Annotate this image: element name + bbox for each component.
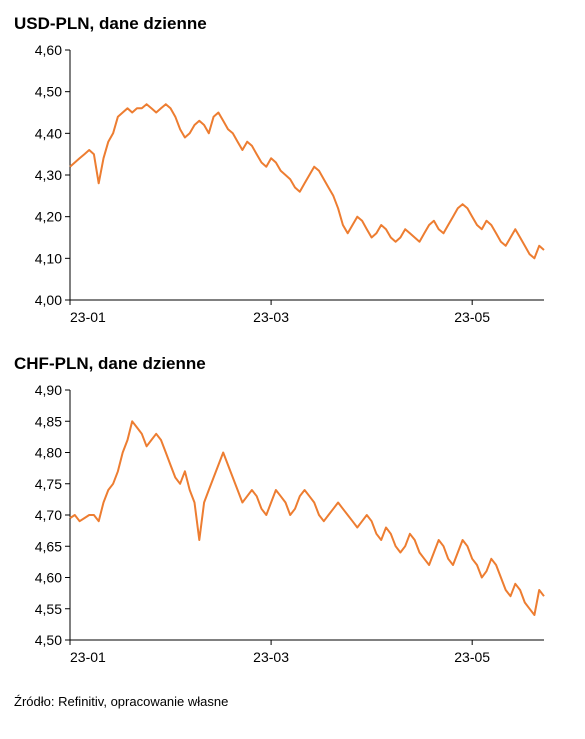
svg-text:4,50: 4,50 <box>35 84 62 100</box>
svg-text:4,00: 4,00 <box>35 292 62 308</box>
svg-text:4,75: 4,75 <box>35 476 62 492</box>
svg-text:4,65: 4,65 <box>35 538 62 554</box>
svg-text:23-03: 23-03 <box>253 649 289 665</box>
svg-text:23-05: 23-05 <box>454 649 490 665</box>
svg-text:4,40: 4,40 <box>35 125 62 141</box>
source-text: Źródło: Refinitiv, opracowanie własne <box>14 694 571 709</box>
svg-text:4,60: 4,60 <box>35 42 62 58</box>
svg-text:4,30: 4,30 <box>35 167 62 183</box>
svg-text:4,80: 4,80 <box>35 445 62 461</box>
chart2-svg: 4,50 4,55 4,60 4,65 4,70 4,75 4,80 4,85 4,90 23-0… <box>14 380 554 670</box>
svg-text:23-03: 23-03 <box>253 309 289 325</box>
svg-text:4,85: 4,85 <box>35 413 62 429</box>
svg-text:4,20: 4,20 <box>35 209 62 225</box>
chart1-title: USD-PLN, dane dzienne <box>14 14 571 34</box>
chart1-svg: 4,00 4,10 4,20 4,30 4,40 4,50 4,60 23-01 23-03 23… <box>14 40 554 330</box>
svg-text:23-05: 23-05 <box>454 309 490 325</box>
svg-text:23-01: 23-01 <box>70 309 106 325</box>
svg-text:4,55: 4,55 <box>35 601 62 617</box>
svg-text:4,60: 4,60 <box>35 570 62 586</box>
svg-text:4,50: 4,50 <box>35 632 62 648</box>
svg-text:4,70: 4,70 <box>35 507 62 523</box>
svg-text:4,90: 4,90 <box>35 382 62 398</box>
usd-pln-chart-block: USD-PLN, dane dzienne 4,004,104,204,304,… <box>14 14 571 330</box>
svg-text:4,10: 4,10 <box>35 250 62 266</box>
svg-text:23-01: 23-01 <box>70 649 106 665</box>
chart2-title: CHF-PLN, dane dzienne <box>14 354 571 374</box>
chf-pln-chart-block: CHF-PLN, dane dzienne 4,504,554,604,654,… <box>14 354 571 670</box>
